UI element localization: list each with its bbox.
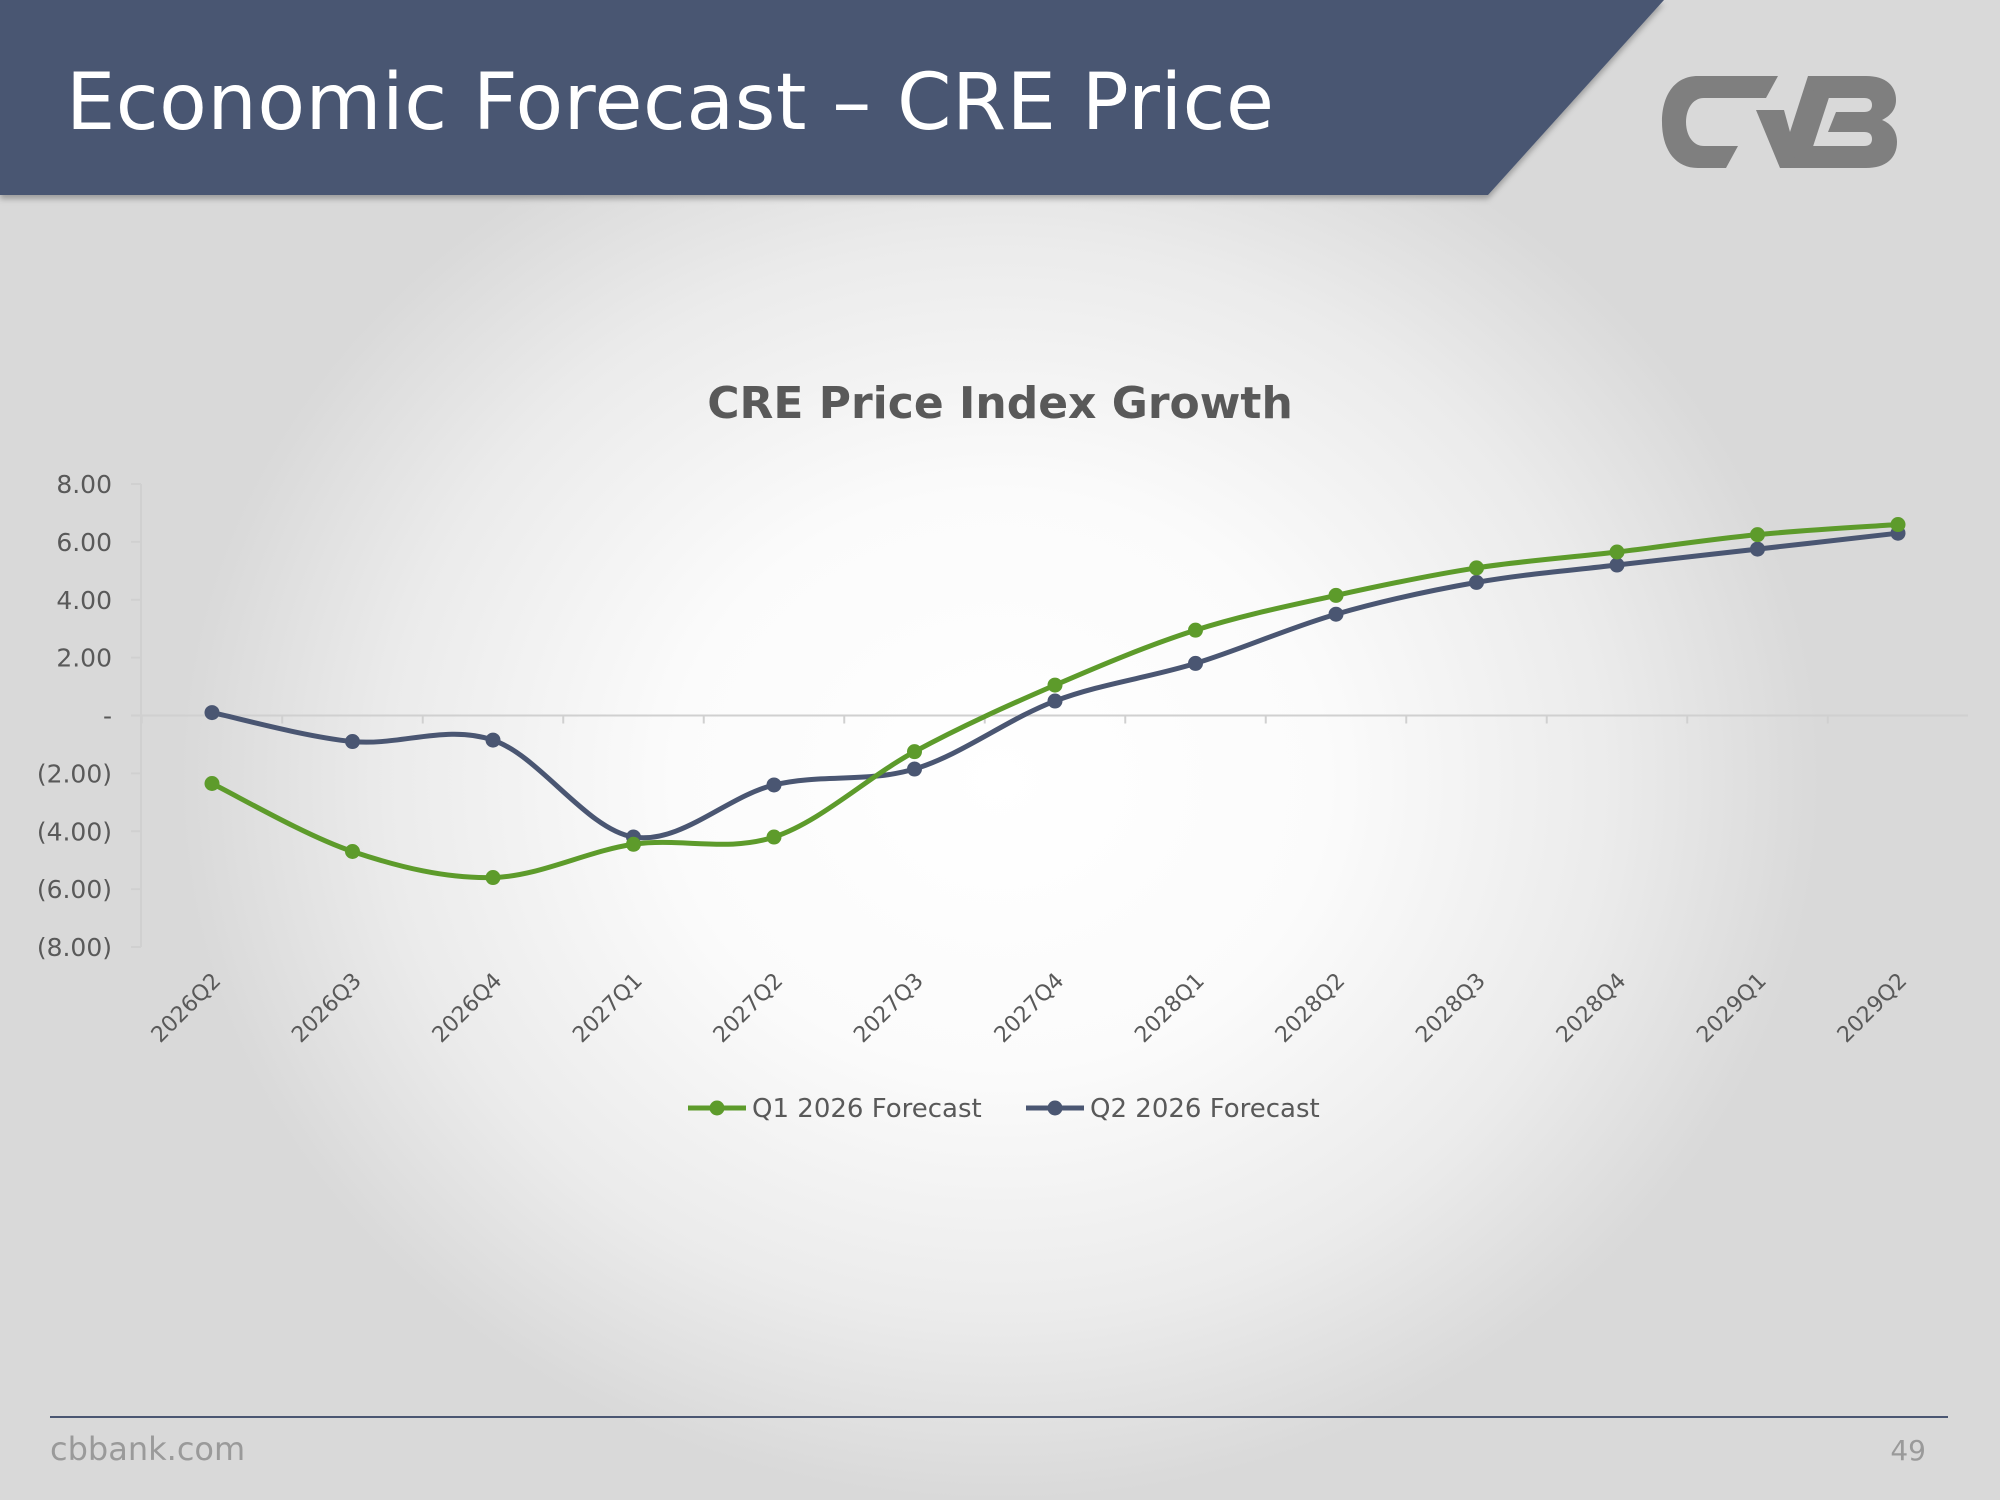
plot-area: 8.00 6.00 4.00 2.00 - (2.00) (4.00) (6.00) (8.00… bbox=[37, 470, 1968, 1048]
y-tick-label: 8.00 bbox=[56, 470, 112, 499]
data-point-series-1 bbox=[1890, 517, 1906, 533]
y-tick-label: (4.00) bbox=[37, 817, 112, 846]
data-point-series-1 bbox=[1469, 560, 1484, 576]
title-banner bbox=[0, 0, 1664, 195]
x-tick-label: 2027Q2 bbox=[709, 969, 788, 1048]
x-tick-label: 2029Q1 bbox=[1692, 969, 1771, 1048]
data-point-series-1 bbox=[1609, 544, 1625, 560]
line-chart: CRE Price Index Growth 8.00 6.00 4.00 2.00 -… bbox=[37, 378, 1968, 1124]
y-tick-label: 6.00 bbox=[56, 528, 112, 557]
data-point-series-2 bbox=[1047, 693, 1063, 709]
legend-swatch-marker bbox=[709, 1100, 725, 1116]
data-point-series-2 bbox=[907, 761, 922, 777]
y-tick-label: - bbox=[103, 702, 112, 731]
data-point-series-2 bbox=[766, 777, 782, 793]
cvb-logo bbox=[1662, 76, 1897, 168]
data-point-series-2 bbox=[485, 732, 501, 748]
x-tick-label: 2028Q2 bbox=[1271, 969, 1350, 1048]
x-tick-label: 2027Q4 bbox=[990, 969, 1069, 1048]
y-tick-label: 2.00 bbox=[56, 644, 112, 673]
data-point-series-2 bbox=[1609, 557, 1625, 573]
data-point-series-1 bbox=[485, 870, 501, 886]
data-point-series-2 bbox=[1469, 574, 1484, 590]
data-point-series-1 bbox=[907, 744, 922, 760]
x-tick-label: 2026Q3 bbox=[287, 969, 366, 1048]
y-tick-label: 4.00 bbox=[56, 586, 112, 615]
y-tick-label: (2.00) bbox=[37, 759, 112, 788]
data-point-series-2 bbox=[1188, 655, 1203, 671]
data-point-series-1 bbox=[1047, 677, 1063, 693]
x-tick-label: 2028Q4 bbox=[1552, 969, 1631, 1048]
footer-url[interactable]: cbbank.com bbox=[50, 1430, 246, 1468]
data-point-series-2 bbox=[1328, 606, 1344, 622]
slide-title: Economic Forecast – CRE Price bbox=[66, 58, 1275, 148]
x-tick-label: 2028Q1 bbox=[1130, 969, 1209, 1048]
data-point-series-1 bbox=[345, 844, 360, 860]
page-number: 49 bbox=[1890, 1434, 1926, 1467]
legend-swatch-marker bbox=[1047, 1100, 1063, 1116]
x-tick-label: 2029Q2 bbox=[1833, 969, 1912, 1048]
x-tick-label: 2027Q3 bbox=[849, 969, 928, 1048]
data-point-series-1 bbox=[1328, 587, 1344, 603]
legend-label: Q1 2026 Forecast bbox=[752, 1094, 982, 1124]
data-point-series-2 bbox=[345, 734, 360, 750]
x-tick-label: 2027Q1 bbox=[568, 969, 647, 1048]
data-point-series-2 bbox=[204, 705, 220, 721]
footer-divider bbox=[50, 1416, 1948, 1418]
chart-legend: Q1 2026 Forecast Q2 2026 Forecast bbox=[688, 1094, 1320, 1124]
x-tick-label: 2026Q2 bbox=[147, 969, 226, 1048]
data-point-series-1 bbox=[766, 829, 782, 845]
data-point-series-1 bbox=[626, 836, 641, 852]
y-tick-label: (6.00) bbox=[37, 875, 112, 904]
x-tick-label: 2026Q4 bbox=[428, 969, 507, 1048]
legend-label: Q2 2026 Forecast bbox=[1090, 1094, 1320, 1124]
chart-title: CRE Price Index Growth bbox=[707, 378, 1293, 429]
data-point-series-1 bbox=[204, 776, 220, 792]
x-tick-label: 2028Q3 bbox=[1411, 969, 1490, 1048]
y-tick-label: (8.00) bbox=[37, 933, 112, 962]
data-point-series-2 bbox=[1750, 541, 1765, 557]
data-point-series-1 bbox=[1750, 527, 1765, 543]
data-point-series-1 bbox=[1188, 622, 1203, 638]
